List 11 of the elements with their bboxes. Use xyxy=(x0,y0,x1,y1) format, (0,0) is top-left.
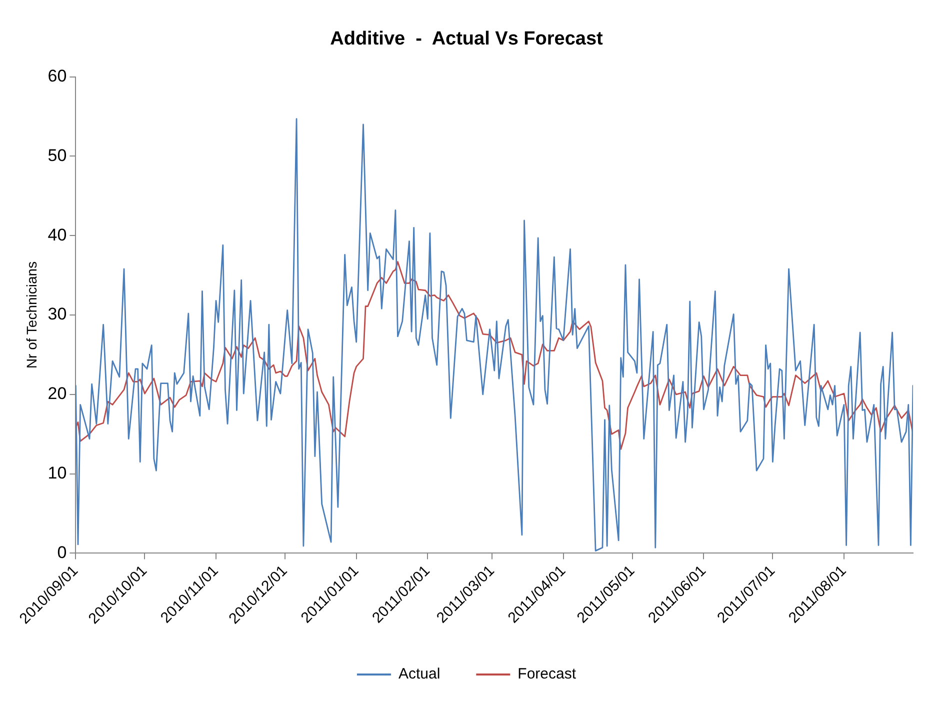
y-tick-label: 10 xyxy=(48,463,67,482)
y-axis-title: Nr of Technicians xyxy=(23,261,40,369)
y-tick-label: 60 xyxy=(48,66,67,86)
y-tick-label: 20 xyxy=(48,384,67,404)
chart-title: Additive - Actual Vs Forecast xyxy=(330,28,604,50)
y-tick-label: 0 xyxy=(57,542,67,562)
legend-label: Forecast xyxy=(518,666,577,683)
legend-label: Actual xyxy=(398,666,440,683)
y-tick-label: 50 xyxy=(48,146,67,165)
y-tick-label: 40 xyxy=(48,225,67,244)
y-tick-label: 30 xyxy=(48,304,67,324)
